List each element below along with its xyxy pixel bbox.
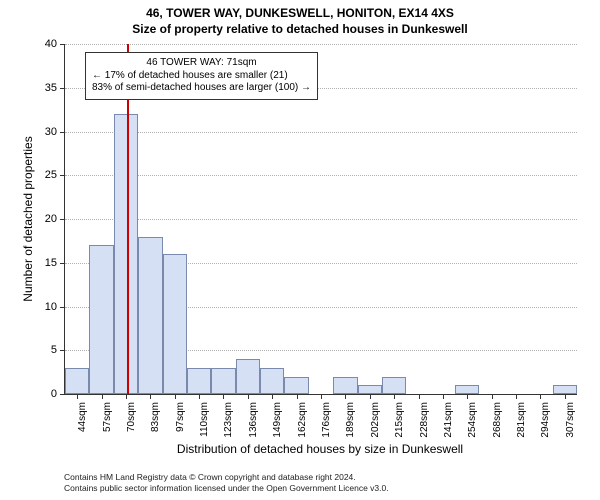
bar: [138, 237, 162, 395]
xtick-mark: [297, 394, 298, 399]
xtick-label: 268sqm: [492, 402, 503, 438]
bar: [163, 254, 187, 394]
plot-area: 051015202530354044sqm57sqm70sqm83sqm97sq…: [64, 44, 577, 395]
ytick-label: 35: [45, 82, 65, 94]
xtick-mark: [419, 394, 420, 399]
ytick-label: 10: [45, 301, 65, 313]
xtick-mark: [126, 394, 127, 399]
annotation-line: 46 TOWER WAY: 71sqm: [92, 57, 311, 70]
ytick-label: 20: [45, 213, 65, 225]
xtick-mark: [516, 394, 517, 399]
xtick-mark: [77, 394, 78, 399]
ytick-label: 0: [51, 388, 65, 400]
xtick-label: 189sqm: [345, 402, 356, 438]
xtick-mark: [199, 394, 200, 399]
xtick-label: 215sqm: [394, 402, 405, 438]
xtick-mark: [223, 394, 224, 399]
footer-line: Contains HM Land Registry data © Crown c…: [64, 472, 389, 483]
xtick-label: 70sqm: [126, 402, 137, 432]
bar: [455, 385, 479, 394]
xtick-mark: [102, 394, 103, 399]
bar: [333, 377, 357, 395]
xtick-label: 110sqm: [199, 402, 210, 437]
xtick-label: 254sqm: [467, 402, 478, 438]
footer-line: Contains public sector information licen…: [64, 483, 389, 494]
y-axis-label: Number of detached properties: [21, 119, 35, 319]
xtick-mark: [150, 394, 151, 399]
xtick-mark: [321, 394, 322, 399]
xtick-label: 136sqm: [248, 402, 259, 438]
gridline: [65, 132, 577, 133]
bar: [284, 377, 308, 395]
xtick-mark: [565, 394, 566, 399]
bar: [553, 385, 577, 394]
bar: [89, 245, 113, 394]
xtick-mark: [492, 394, 493, 399]
xtick-mark: [345, 394, 346, 399]
bar: [236, 359, 260, 394]
xtick-label: 241sqm: [443, 402, 454, 438]
xtick-mark: [443, 394, 444, 399]
bar: [260, 368, 284, 394]
xtick-label: 281sqm: [516, 402, 527, 438]
xtick-mark: [540, 394, 541, 399]
xtick-mark: [248, 394, 249, 399]
x-axis-label: Distribution of detached houses by size …: [64, 442, 576, 456]
ytick-label: 40: [45, 38, 65, 50]
xtick-label: 307sqm: [565, 402, 576, 438]
annotation-line: ← 17% of detached houses are smaller (21…: [92, 70, 311, 83]
property-size-chart: 46, TOWER WAY, DUNKESWELL, HONITON, EX14…: [0, 0, 600, 500]
xtick-mark: [272, 394, 273, 399]
ytick-label: 5: [51, 344, 65, 356]
xtick-label: 149sqm: [272, 402, 283, 438]
bar: [382, 377, 406, 395]
chart-title-1: 46, TOWER WAY, DUNKESWELL, HONITON, EX14…: [0, 6, 600, 20]
bar: [65, 368, 89, 394]
xtick-mark: [175, 394, 176, 399]
xtick-label: 44sqm: [77, 402, 88, 432]
bar: [358, 385, 382, 394]
xtick-label: 162sqm: [297, 402, 308, 438]
xtick-label: 294sqm: [540, 402, 551, 438]
gridline: [65, 44, 577, 45]
footer-attribution: Contains HM Land Registry data © Crown c…: [64, 472, 389, 493]
xtick-mark: [467, 394, 468, 399]
ytick-label: 30: [45, 126, 65, 138]
xtick-label: 83sqm: [150, 402, 161, 432]
annotation-line: 83% of semi-detached houses are larger (…: [92, 82, 311, 95]
xtick-label: 176sqm: [321, 402, 332, 438]
chart-title-2: Size of property relative to detached ho…: [0, 22, 600, 36]
ytick-label: 15: [45, 257, 65, 269]
xtick-label: 123sqm: [223, 402, 234, 438]
annotation-box: 46 TOWER WAY: 71sqm← 17% of detached hou…: [85, 52, 318, 100]
bar: [114, 114, 138, 394]
xtick-label: 228sqm: [419, 402, 430, 438]
gridline: [65, 175, 577, 176]
bar: [211, 368, 235, 394]
bar: [187, 368, 211, 394]
xtick-mark: [370, 394, 371, 399]
gridline: [65, 219, 577, 220]
xtick-mark: [394, 394, 395, 399]
xtick-label: 97sqm: [175, 402, 186, 432]
ytick-label: 25: [45, 169, 65, 181]
xtick-label: 202sqm: [370, 402, 381, 438]
xtick-label: 57sqm: [102, 402, 113, 432]
